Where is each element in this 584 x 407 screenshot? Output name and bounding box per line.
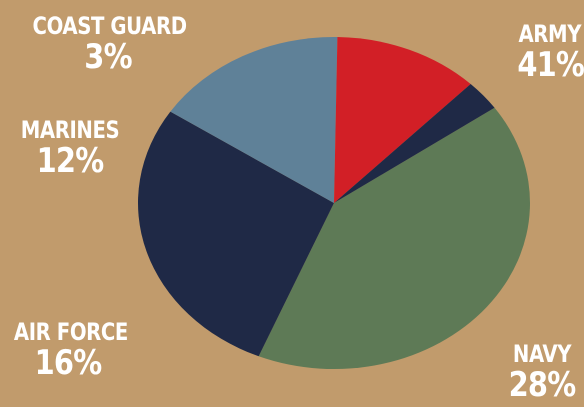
slice-label-navy-name: NAVY <box>512 340 572 368</box>
pie-slice-air-force <box>170 37 338 203</box>
slice-label-air-force-value: 16% <box>34 343 102 383</box>
slice-label-army-name: ARMY <box>518 20 582 48</box>
slice-label-navy-value: 28% <box>508 365 576 405</box>
slice-label-army: ARMY 41% <box>512 22 584 82</box>
slice-label-marines: MARINES 12% <box>8 118 132 178</box>
slice-label-coast-guard: COAST GUARD 3% <box>16 14 200 74</box>
slice-label-air-force-name: AIR FORCE <box>13 318 128 346</box>
pie-slice-army <box>258 107 530 369</box>
slice-label-army-value: 41% <box>517 45 584 85</box>
slice-label-marines-name: MARINES <box>20 116 120 144</box>
pie-slice-marines <box>334 37 471 203</box>
slice-label-coast-guard-value: 3% <box>84 37 132 77</box>
slice-label-marines-value: 12% <box>36 141 104 181</box>
slice-label-coast-guard-name: COAST GUARD <box>32 12 187 40</box>
pie-slice-coast-guard <box>334 83 495 203</box>
slice-label-air-force: AIR FORCE 16% <box>2 320 134 380</box>
slice-label-navy: NAVY 28% <box>500 342 584 402</box>
pie-slice-navy <box>137 111 334 357</box>
